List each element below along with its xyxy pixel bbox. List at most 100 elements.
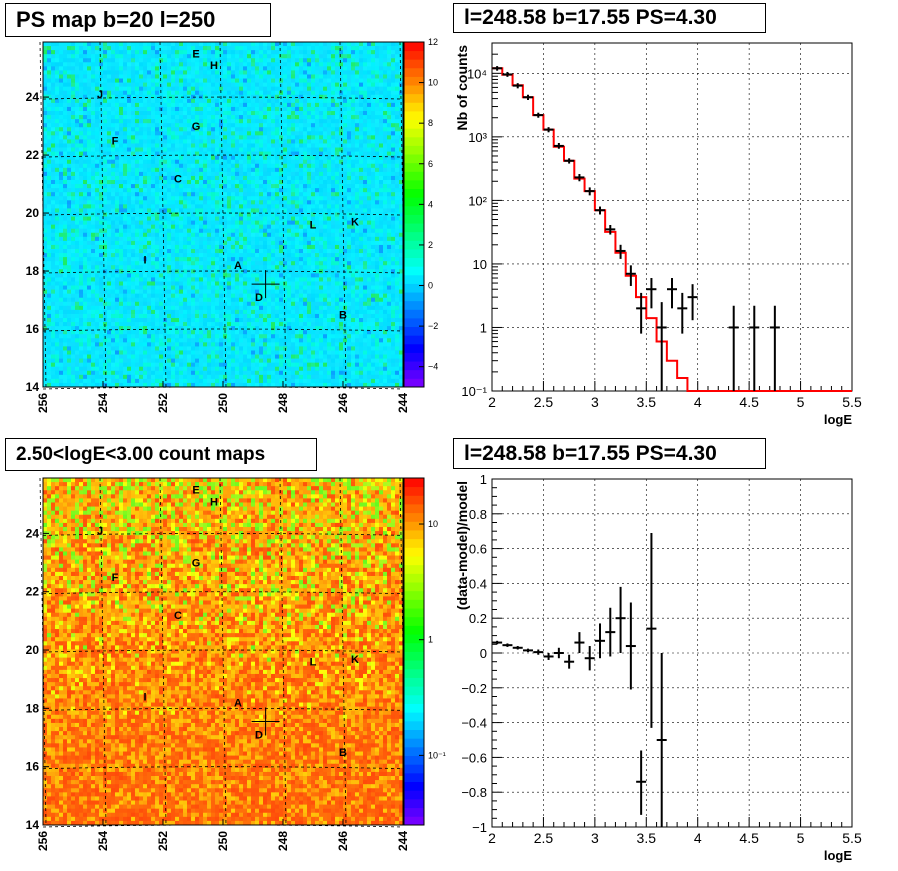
heatmap-cell — [307, 175, 312, 181]
heatmap-cell — [263, 171, 268, 177]
heatmap-cell — [383, 167, 388, 173]
heatmap-cell — [43, 147, 48, 152]
heatmap-cell — [79, 196, 84, 201]
heatmap-cell — [243, 50, 248, 55]
heatmap-cell — [275, 232, 280, 238]
heatmap-cell — [251, 188, 256, 193]
heatmap-cell — [143, 119, 148, 124]
heatmap-cell — [171, 204, 176, 209]
heatmap-cell — [359, 220, 364, 226]
heatmap-cell — [187, 228, 192, 234]
heatmap-cell — [299, 98, 304, 104]
heatmap-cell — [275, 106, 280, 112]
heatmap-cell — [103, 143, 108, 148]
heatmap-cell — [263, 220, 268, 226]
heatmap-cell — [367, 78, 372, 83]
heatmap-cell — [335, 98, 340, 104]
heatmap-cell — [95, 220, 100, 226]
heatmap-cell — [195, 98, 200, 104]
heatmap-cell — [231, 163, 236, 169]
heatmap-cell — [139, 192, 144, 197]
heatmap-cell — [63, 123, 68, 128]
heatmap-cell — [91, 212, 96, 217]
heatmap-cell — [319, 240, 324, 246]
heatmap-cell — [263, 143, 268, 148]
heatmap-cell — [59, 54, 64, 59]
heatmap-cell — [91, 163, 96, 169]
heatmap-cell — [143, 155, 148, 161]
heatmap-cell — [47, 244, 52, 250]
heatmap-cell — [155, 102, 160, 108]
heatmap-cell — [191, 236, 196, 242]
heatmap-cell — [251, 167, 256, 173]
heatmap-cell — [239, 155, 244, 161]
heatmap-cell — [227, 224, 232, 230]
heatmap-cell — [163, 163, 168, 169]
heatmap-cell — [83, 78, 88, 83]
heatmap-cell — [179, 42, 184, 47]
heatmap-cell — [355, 58, 360, 63]
heatmap-cell — [255, 171, 260, 177]
heatmap-cell — [343, 257, 348, 262]
heatmap-cell — [119, 123, 124, 128]
heatmap-cell — [379, 261, 384, 266]
heatmap-cell — [367, 184, 372, 189]
heatmap-cell — [375, 155, 380, 161]
heatmap-cell — [167, 220, 172, 226]
heatmap-cell — [335, 216, 340, 221]
heatmap-cell — [163, 244, 168, 250]
heatmap-cell — [95, 253, 100, 258]
heatmap-cell — [303, 90, 308, 96]
heatmap-cell — [195, 240, 200, 246]
heatmap-cell — [371, 62, 376, 67]
heatmap-cell — [291, 257, 296, 262]
heatmap-cell — [255, 192, 260, 197]
heatmap-cell — [319, 90, 324, 96]
heatmap-cell — [283, 232, 288, 238]
heatmap-cell — [219, 184, 224, 189]
heatmap-cell — [327, 175, 332, 181]
heatmap-cell — [155, 228, 160, 234]
heatmap-cell — [75, 253, 80, 258]
heatmap-cell — [87, 228, 92, 234]
heatmap-cell — [387, 62, 392, 67]
heatmap-cell — [371, 46, 376, 51]
heatmap-cell — [343, 66, 348, 71]
heatmap-cell — [75, 147, 80, 152]
heatmap-cell — [251, 123, 256, 128]
heatmap-cell — [199, 62, 204, 67]
heatmap-cell — [327, 220, 332, 226]
heatmap-cell — [307, 102, 312, 108]
heatmap-cell — [323, 249, 328, 254]
heatmap-cell — [187, 224, 192, 230]
heatmap-cell — [211, 106, 216, 112]
heatmap-cell — [83, 208, 88, 213]
heatmap-cell — [315, 175, 320, 181]
heatmap-cell — [79, 208, 84, 213]
heatmap-cell — [75, 102, 80, 108]
heatmap-cell — [343, 204, 348, 209]
heatmap-cell — [107, 115, 112, 120]
heatmap-cell — [239, 82, 244, 88]
heatmap-cell — [83, 204, 88, 209]
heatmap-cell — [239, 106, 244, 112]
heatmap-cell — [171, 244, 176, 250]
heatmap-cell — [115, 147, 120, 152]
heatmap-cell — [143, 236, 148, 242]
heatmap-cell — [199, 70, 204, 75]
heatmap-cell — [219, 261, 224, 266]
heatmap-cell — [163, 139, 168, 144]
heatmap-cell — [219, 115, 224, 120]
heatmap-cell — [55, 220, 60, 226]
heatmap-cell — [79, 216, 84, 221]
heatmap-cell — [163, 196, 168, 201]
heatmap-cell — [83, 196, 88, 201]
heatmap-cell — [63, 167, 68, 173]
heatmap-cell — [175, 228, 180, 234]
heatmap-cell — [359, 155, 364, 161]
heatmap-cell — [123, 208, 128, 213]
heatmap-cell — [267, 240, 272, 246]
heatmap-cell — [283, 184, 288, 189]
heatmap-cell — [283, 171, 288, 177]
heatmap-cell — [355, 102, 360, 108]
